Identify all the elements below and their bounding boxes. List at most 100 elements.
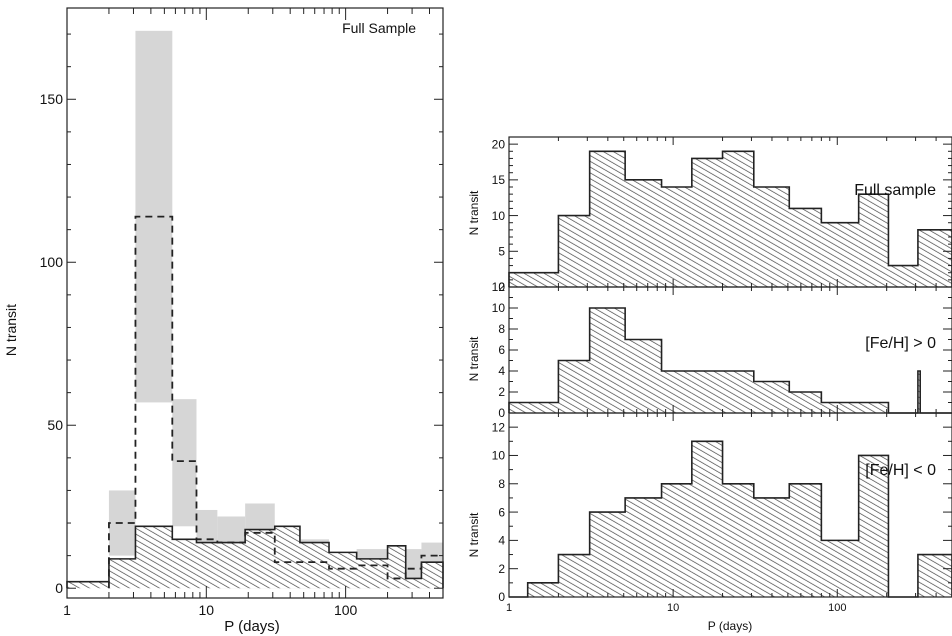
panel-label-full-sample: Full Sample	[342, 20, 416, 36]
y-tick-label: 0	[55, 580, 63, 596]
full-sample-main-panel: 0 50 100 150 1 10 100 Full Sample P (days) N t…	[3, 7, 444, 635]
simulation-range-band	[108, 30, 443, 589]
y-tick-label: 100	[40, 254, 64, 270]
observed-bar	[387, 545, 406, 589]
left-axis-ticks: 0 50 100 150 1 10 100	[40, 8, 444, 618]
x-tick-label: 100	[334, 602, 358, 618]
hist-1-bar	[753, 187, 790, 287]
y-tick-label: 10	[492, 209, 506, 223]
y-tick-label: 20	[492, 137, 506, 151]
full-sample-ticks: 0 5 10 15 20	[492, 136, 952, 294]
y-tick-label: 6	[498, 505, 505, 519]
panel-label-full-sample-right: Full sample	[854, 182, 936, 199]
hist-3-bar	[789, 483, 822, 597]
hist-3-bar	[722, 483, 754, 597]
y-tick-label: 10	[492, 301, 506, 315]
y-axis-title-full-sample: N transit	[467, 190, 481, 235]
y-axis-title-feh-positive: N transit	[467, 336, 481, 381]
hist-2-bar	[691, 371, 723, 413]
feh-positive-ticks: 0 2 4 6 8 10 12	[492, 280, 952, 420]
observed-outline	[66, 525, 444, 589]
hist-3-bar	[527, 582, 559, 597]
y-tick-label: 0	[498, 280, 505, 294]
x-axis-title-right: P (days)	[708, 619, 752, 633]
hist-2-bar	[722, 371, 754, 413]
observed-bar	[245, 529, 275, 589]
observed-bar	[108, 558, 136, 589]
observed-bar	[135, 526, 173, 589]
hist-1-bar	[509, 272, 559, 287]
y-tick-label: 0	[498, 590, 505, 604]
y-axis-title-left: N transit	[3, 304, 19, 356]
observed-hatched-histogram	[66, 525, 444, 589]
observed-bar	[421, 562, 443, 589]
x-tick-label: 1	[506, 602, 512, 614]
y-axis-title-feh-negative: N transit	[467, 512, 481, 557]
y-tick-label: 8	[498, 477, 505, 491]
hist-2-bar	[917, 371, 921, 413]
feh-negative-frame	[508, 412, 952, 598]
y-tick-label: 4	[498, 364, 505, 378]
x-tick-label: 10	[667, 602, 679, 614]
observed-bar	[67, 581, 109, 589]
hist-2-bar	[625, 339, 662, 413]
x-tick-label: 1	[63, 602, 71, 618]
band-bar	[172, 399, 197, 527]
hist-1-bar	[589, 151, 626, 287]
hist-3-bar	[753, 497, 790, 597]
hist-3-outline	[509, 440, 952, 598]
hist-3-bar	[589, 512, 626, 597]
hist-1-bar	[858, 194, 889, 287]
y-tick-label: 12	[492, 280, 506, 294]
y-tick-label: 150	[40, 91, 64, 107]
observed-bar	[299, 542, 330, 589]
y-tick-label: 12	[492, 420, 506, 434]
hist-2-bar	[509, 402, 559, 413]
feh-positive-subpanel: 0 2 4 6 8 10 12 [Fe/H] > 0 N transit	[467, 280, 952, 420]
hist-3-bar	[917, 554, 952, 597]
observed-bar	[356, 558, 388, 589]
hist-2-bar	[789, 392, 822, 413]
observed-bar	[274, 526, 300, 589]
y-tick-label: 8	[498, 322, 505, 336]
hist-2-bar	[558, 360, 590, 413]
observed-bar	[196, 542, 218, 589]
y-tick-label: 4	[498, 534, 505, 548]
y-tick-label: 6	[498, 343, 505, 357]
feh-positive-histogram	[508, 307, 952, 414]
hist-2-bar	[821, 402, 859, 413]
x-tick-label: 10	[199, 602, 215, 618]
hist-1-bar	[558, 215, 590, 287]
full-sample-histogram	[508, 150, 952, 287]
observed-bar	[329, 552, 357, 589]
feh-negative-histogram	[509, 440, 952, 598]
hist-1-bar	[789, 208, 822, 287]
hist-1-bar	[625, 179, 662, 287]
y-tick-label: 15	[492, 173, 506, 187]
hist-1-bar	[691, 158, 723, 287]
observed-bar	[172, 539, 197, 589]
hist-3-bar	[661, 483, 692, 597]
hist-3-bar	[625, 497, 662, 597]
band-bar	[135, 30, 173, 403]
hist-1-bar	[821, 222, 859, 287]
full-sample-subpanel: 0 5 10 15 20 Full sample N transit	[467, 136, 952, 294]
feh-negative-ticks: 0 2 4 6 8 10 12 1 10 100	[492, 412, 952, 614]
left-plot-frame	[66, 7, 444, 599]
y-tick-label: 5	[498, 244, 505, 258]
hist-2-bar	[858, 402, 889, 413]
y-tick-label: 2	[498, 385, 505, 399]
hist-3-bar	[691, 441, 723, 597]
y-tick-label: 0	[498, 406, 505, 420]
hist-2-bar	[589, 308, 626, 413]
hist-2-bar	[753, 381, 790, 413]
feh-negative-subpanel: 0 2 4 6 8 10 12 1 10 100 [Fe/H] < 0 N transit P (…	[467, 412, 952, 633]
panel-label-feh-negative: [Fe/H] < 0	[865, 462, 936, 479]
observed-bar	[405, 578, 422, 589]
hist-1-bar	[722, 151, 754, 287]
x-axis-title-left: P (days)	[224, 618, 280, 635]
observed-bar	[217, 542, 246, 589]
hist-1-bar	[917, 229, 952, 287]
x-tick-label: 100	[828, 602, 846, 614]
